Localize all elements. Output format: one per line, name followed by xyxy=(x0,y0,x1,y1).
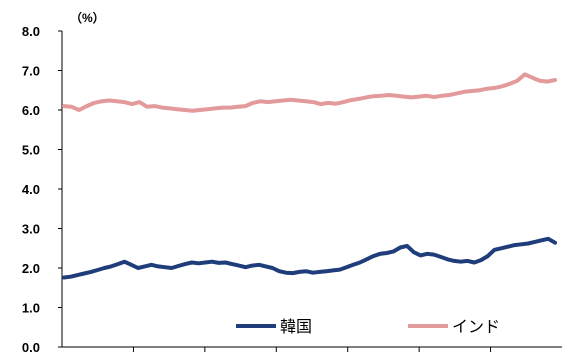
y-unit-label: （%） xyxy=(70,10,105,25)
y-tick-label: 2.0 xyxy=(22,261,40,276)
legend-label-korea: 韓国 xyxy=(280,317,312,336)
y-tick-label: 4.0 xyxy=(22,182,40,197)
y-tick-label: 8.0 xyxy=(22,24,40,39)
axes: 0.0 1.0 2.0 3.0 4.0 5.0 6.0 7.0 8.0 xyxy=(22,24,562,354)
y-tick-label: 1.0 xyxy=(22,301,40,316)
series-line-india xyxy=(62,72,557,113)
y-tick-label: 5.0 xyxy=(22,143,40,158)
legend-item-korea: 韓国 xyxy=(236,317,312,336)
series-line-korea xyxy=(62,236,557,280)
y-tick-label: 0.0 xyxy=(22,340,40,354)
series-layer xyxy=(62,72,557,280)
legend-label-india: インド xyxy=(452,317,500,336)
y-tick-label: 7.0 xyxy=(22,64,40,79)
y-tick-label: 3.0 xyxy=(22,222,40,237)
y-tick-label: 6.0 xyxy=(22,103,40,118)
legend-item-india: インド xyxy=(408,317,500,336)
legend: 韓国 インド xyxy=(236,317,500,336)
